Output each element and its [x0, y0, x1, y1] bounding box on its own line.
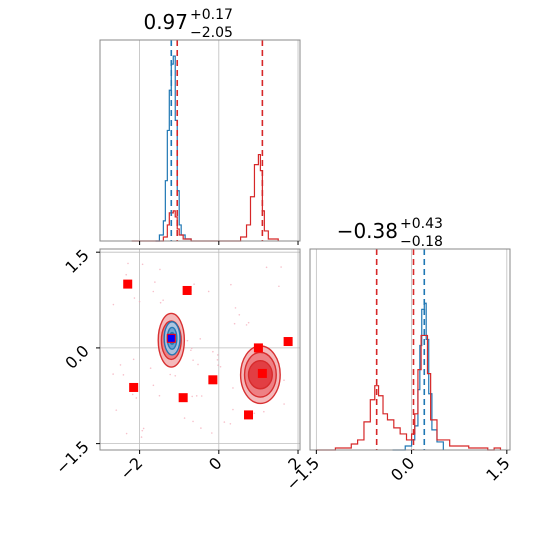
marker-square [244, 410, 254, 420]
sample-dot [141, 429, 144, 432]
sample-dot [212, 350, 214, 353]
sample-dot [197, 363, 199, 366]
sample-dot [283, 403, 285, 405]
sample-dot [122, 374, 125, 376]
sample-dot [207, 290, 210, 293]
sample-dot [223, 421, 226, 423]
sample-dot [140, 436, 143, 438]
sample-dot [186, 339, 189, 342]
sample-dot [125, 432, 128, 435]
sample-dot [247, 321, 250, 324]
hist-series-line [316, 334, 502, 451]
sample-dot [127, 262, 129, 265]
sample-dot [131, 393, 134, 396]
sample-dot [142, 427, 145, 430]
marker-square [182, 285, 192, 295]
x-tick-label: 1.5 [482, 453, 513, 484]
sample-dot [159, 301, 162, 304]
panel-title-value: −0.38 [337, 219, 398, 243]
sample-dot [133, 297, 136, 299]
marker-square [283, 337, 293, 347]
sample-dot [232, 408, 234, 411]
marker-square [178, 393, 188, 403]
sample-dot [138, 300, 141, 303]
marker-square [123, 279, 133, 289]
sample-dot [190, 347, 193, 350]
sample-dot [158, 394, 161, 397]
sample-dot [232, 387, 234, 389]
sample-dot [283, 379, 285, 382]
x-tick-label: 0 [205, 453, 226, 474]
sample-dot [125, 273, 128, 276]
sample-dot [195, 395, 198, 397]
sample-dot [112, 303, 115, 306]
y-tick-label: −1.5 [52, 437, 93, 478]
sample-dot [233, 322, 236, 325]
marker-square [208, 375, 218, 385]
sample-dot [132, 358, 135, 361]
best-fit-marker [167, 334, 175, 342]
panel-title-value: 0.97 [143, 10, 188, 34]
marker-square [253, 343, 263, 353]
sample-dot [141, 263, 144, 266]
y-tick-label: 1.5 [61, 246, 92, 277]
sample-dot [192, 359, 194, 361]
sample-dot [229, 422, 232, 425]
sample-dot [154, 281, 156, 283]
x-tick-label: −2 [116, 453, 146, 483]
sample-dot [169, 373, 171, 376]
panel-title-minus: −2.05 [190, 25, 233, 41]
sample-dot [162, 299, 164, 301]
panel-hist-x: 0.97 +0.17 −2.05 [99, 7, 301, 245]
sample-dot [152, 384, 155, 387]
panel-title-plus: +0.43 [400, 216, 443, 232]
sample-dot [238, 314, 241, 316]
sample-dot [263, 410, 265, 413]
sample-dot [174, 375, 177, 377]
sample-dot [149, 367, 152, 369]
sample-dot [193, 283, 195, 285]
sample-dot [278, 285, 280, 288]
axes-frame [99, 39, 301, 242]
sample-dot [191, 395, 193, 398]
panel-title-plus: +0.17 [190, 7, 233, 23]
sample-dot [199, 338, 202, 340]
sample-dot [152, 290, 155, 293]
panel-hist-y: −0.38 +0.43−0.18−1.5 0.0 1.5 [282, 216, 513, 494]
sample-dot [253, 412, 256, 415]
x-tick-label: 0.0 [387, 453, 418, 484]
axes-frame [99, 248, 301, 451]
sample-dot [135, 397, 138, 399]
sample-dot [216, 359, 219, 361]
axes-frame [309, 248, 511, 451]
panel-title-minus: −0.18 [400, 234, 443, 250]
sample-dot [115, 409, 118, 411]
sample-dot [112, 373, 114, 375]
sample-dot [119, 364, 122, 366]
sample-dot [280, 266, 282, 268]
y-tick-label: 0.0 [61, 341, 92, 372]
sample-dot [159, 268, 161, 271]
marker-square [257, 368, 267, 378]
hist-series-line [155, 55, 192, 242]
sample-dot [234, 307, 237, 309]
sample-dot [200, 395, 203, 397]
sample-dot [183, 417, 186, 419]
sample-dot [230, 283, 232, 286]
sample-dot [265, 266, 268, 269]
sample-dot [217, 364, 219, 366]
sample-dot [219, 365, 222, 368]
marker-square [129, 382, 139, 392]
sample-dot [200, 427, 202, 429]
panel-scatter-xy: −1.50.01.5−2 0 2 [52, 246, 305, 484]
sample-dot [211, 432, 213, 434]
sample-dot [245, 324, 248, 326]
sample-dot [192, 420, 194, 423]
hist-series-line [131, 153, 279, 242]
sample-dot [190, 349, 192, 352]
sample-dot [216, 354, 219, 356]
